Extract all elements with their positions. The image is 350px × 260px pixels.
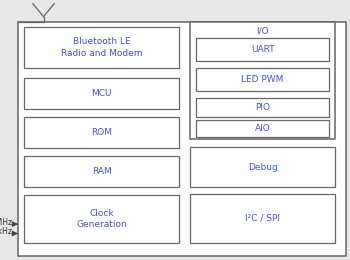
Bar	[196, 38, 329, 61]
Text: ROM: ROM	[91, 128, 112, 137]
Text: 16MHz: 16MHz	[0, 218, 12, 226]
Bar	[196, 68, 329, 91]
Bar	[25, 195, 179, 243]
Bar	[25, 117, 179, 148]
Text: I/O: I/O	[256, 26, 269, 35]
Text: AIO: AIO	[255, 124, 271, 133]
Text: I²C / SPI: I²C / SPI	[245, 214, 280, 223]
Text: MCU: MCU	[91, 89, 112, 98]
Bar	[196, 120, 329, 136]
Bar	[25, 156, 179, 187]
Bar	[190, 194, 335, 243]
Text: Debug: Debug	[248, 162, 278, 172]
Text: Clock
Generation: Clock Generation	[76, 209, 127, 229]
Text: RAM: RAM	[92, 167, 112, 176]
Text: 32kHz: 32kHz	[0, 227, 12, 236]
Text: Bluetooth LE
Radio and Modem: Bluetooth LE Radio and Modem	[61, 37, 142, 58]
Text: UART: UART	[251, 45, 274, 54]
Text: LED PWM: LED PWM	[241, 75, 284, 84]
Text: PIO: PIO	[255, 103, 270, 112]
Bar	[25, 78, 179, 109]
Bar	[196, 98, 329, 117]
Bar	[190, 147, 335, 187]
Bar	[25, 27, 179, 68]
Bar	[190, 22, 335, 139]
